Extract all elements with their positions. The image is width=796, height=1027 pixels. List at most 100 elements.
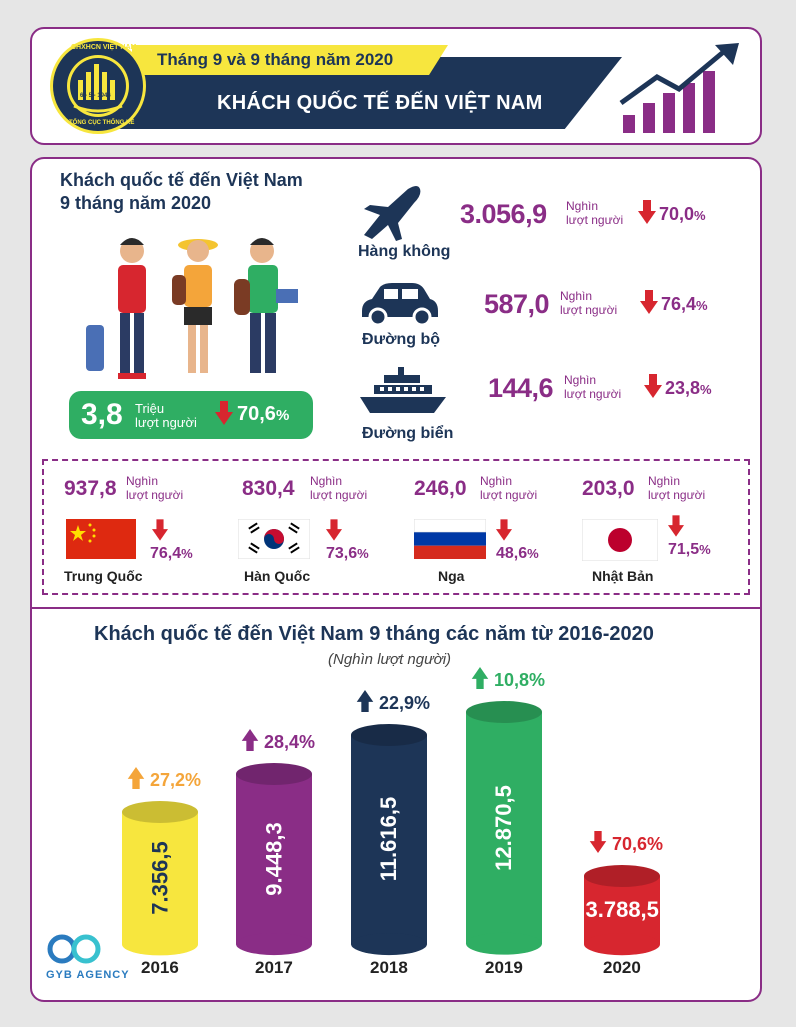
up-arrow-icon bbox=[241, 728, 259, 751]
country-unit2-japan: lượt người bbox=[648, 488, 706, 502]
chart-subtitle: (Nghìn lượt người) bbox=[328, 651, 452, 668]
up-arrow-icon bbox=[471, 667, 489, 690]
down-arrow-icon bbox=[638, 200, 656, 229]
mode-label-sea: Đường biển bbox=[362, 425, 454, 442]
mode-unit1-sea: Nghìn bbox=[564, 373, 597, 387]
summary-heading-line2: 9 tháng năm 2020 bbox=[60, 193, 212, 213]
country-china: 937,8 Nghìn lượt người 76,4% Trung Quốc bbox=[58, 473, 228, 593]
country-unit1-japan: Nghìn bbox=[648, 474, 681, 488]
airplane-icon bbox=[360, 185, 428, 246]
bar-change-label: 70,6% bbox=[589, 830, 663, 855]
country-change-korea: 73,6% bbox=[326, 545, 369, 562]
mode-unit1-air: Nghìn bbox=[566, 199, 599, 213]
mode-row-sea: Đường biển 144,6 Nghìn lượt người 23,8% bbox=[354, 363, 754, 449]
country-change-russia: 48,6% bbox=[496, 545, 539, 562]
section-divider bbox=[32, 607, 760, 609]
down-arrow-icon bbox=[668, 515, 684, 542]
country-value-japan: 203,0 bbox=[582, 477, 635, 500]
logo-date: 6 - 5 - 1946 bbox=[80, 93, 111, 99]
mode-unit2-sea: lượt người bbox=[564, 387, 622, 401]
country-japan: 203,0 Nghìn lượt người 71,5% Nhật Bản bbox=[576, 473, 746, 593]
down-arrow-icon bbox=[496, 519, 512, 546]
bar-value-label: 12.870,5 bbox=[490, 785, 516, 871]
total-change: 70,6% bbox=[237, 403, 290, 425]
bar-value-label: 11.616,5 bbox=[376, 797, 402, 882]
travelers-illustration bbox=[80, 229, 300, 384]
japan-flag-icon bbox=[581, 518, 659, 566]
korea-flag-icon bbox=[237, 518, 311, 564]
country-korea: 830,4 Nghìn lượt người 73,6% Hàn Quốc bbox=[230, 473, 400, 593]
country-change-japan: 71,5% bbox=[668, 541, 711, 558]
mode-row-road: Đường bộ 587,0 Nghìn lượt người 76,4% bbox=[354, 277, 754, 357]
mode-change-air: 70,0% bbox=[659, 204, 706, 224]
bar-2016 bbox=[122, 800, 198, 955]
mode-label-air: Hàng không bbox=[358, 243, 451, 260]
down-arrow-icon bbox=[152, 519, 168, 546]
ship-icon bbox=[358, 365, 448, 422]
bar-value-label: 7.356,5 bbox=[147, 841, 173, 915]
country-russia: 246,0 Nghìn lượt người 48,6% Nga bbox=[408, 473, 578, 593]
gyb-logo-icon bbox=[44, 933, 112, 972]
bar-2017 bbox=[236, 762, 312, 955]
country-value-china: 937,8 bbox=[64, 477, 117, 500]
bar-2018 bbox=[351, 723, 427, 955]
country-value-korea: 830,4 bbox=[242, 477, 295, 500]
bar-change-label: 10,8% bbox=[471, 667, 545, 691]
country-unit1-korea: Nghìn bbox=[310, 474, 343, 488]
gso-logo: CHXHCN VIỆT NAM 6 - 5 - 1946 TỔNG CỤC TH… bbox=[48, 36, 148, 136]
mode-unit2-road: lượt người bbox=[560, 303, 618, 317]
header-card: Tháng 9 và 9 tháng năm 2020 KHÁCH QUỐC T… bbox=[30, 27, 762, 145]
total-unit-line1: Triệu bbox=[135, 401, 165, 416]
up-arrow-icon bbox=[127, 766, 145, 789]
country-name-china: Trung Quốc bbox=[64, 568, 143, 584]
country-unit1-china: Nghìn bbox=[126, 474, 159, 488]
down-arrow-icon bbox=[589, 830, 607, 853]
bar-value-label: 9.448,3 bbox=[261, 822, 287, 896]
bar-change-label: 27,2% bbox=[127, 766, 201, 791]
bar-change-label: 22,9% bbox=[356, 689, 430, 714]
summary-heading-line1: Khách quốc tế đến Việt Nam bbox=[60, 170, 303, 190]
down-arrow-icon bbox=[640, 290, 658, 319]
year-label: 2019 bbox=[485, 958, 523, 977]
chart-title: Khách quốc tế đến Việt Nam 9 tháng các n… bbox=[94, 623, 654, 645]
bar-2020 bbox=[584, 864, 660, 955]
country-unit2-china: lượt người bbox=[126, 488, 184, 502]
car-icon bbox=[358, 281, 442, 332]
bar-chart: 7.356,5 27,2% 2016 9.448,3 28,4% 2017 11.6… bbox=[32, 667, 760, 989]
country-name-russia: Nga bbox=[438, 568, 465, 584]
down-arrow-icon bbox=[644, 374, 662, 403]
logo-bottom-text: TỔNG CỤC THỐNG KÊ bbox=[69, 120, 135, 126]
main-card: Khách quốc tế đến Việt Nam 9 tháng năm 2… bbox=[30, 157, 762, 1002]
countries-box bbox=[42, 459, 750, 595]
up-arrow-icon bbox=[356, 689, 374, 712]
country-value-russia: 246,0 bbox=[414, 477, 467, 500]
header-subtitle: Tháng 9 và 9 tháng năm 2020 bbox=[157, 50, 394, 69]
logo-ring-text: CHXHCN VIỆT NAM bbox=[71, 44, 137, 51]
bar-change-label: 28,4% bbox=[241, 728, 315, 753]
country-change-china: 76,4% bbox=[150, 545, 193, 562]
country-name-korea: Hàn Quốc bbox=[244, 568, 311, 584]
total-unit-line2: lượt người bbox=[135, 415, 197, 430]
mode-label-road: Đường bộ bbox=[362, 331, 441, 348]
total-pill: 3,8 Triệu lượt người 70,6% bbox=[69, 391, 313, 439]
header-title: KHÁCH QUỐC TẾ ĐẾN VIỆT NAM bbox=[217, 92, 543, 114]
year-label: 2020 bbox=[603, 958, 641, 977]
bar-2019 bbox=[466, 701, 542, 955]
watermark-text: GYB AGENCY bbox=[46, 969, 130, 981]
growth-chart-icon bbox=[617, 39, 747, 135]
mode-change-road: 76,4% bbox=[661, 294, 708, 314]
china-flag-icon bbox=[66, 519, 136, 564]
russia-flag-icon bbox=[413, 518, 487, 564]
total-value: 3,8 bbox=[81, 398, 123, 431]
mode-row-air: Hàng không 3.056,9 Nghìn lượt người 70,0… bbox=[354, 185, 754, 265]
mode-unit2-air: lượt người bbox=[566, 213, 624, 227]
mode-value-road: 587,0 bbox=[484, 289, 550, 319]
country-unit2-korea: lượt người bbox=[310, 488, 368, 502]
down-arrow-icon bbox=[326, 519, 342, 546]
down-arrow-icon bbox=[215, 401, 233, 430]
header-ribbon bbox=[132, 45, 448, 75]
mode-value-sea: 144,6 bbox=[488, 373, 554, 403]
year-label: 2017 bbox=[255, 958, 293, 977]
year-label: 2018 bbox=[370, 958, 408, 977]
bar-value-label: 3.788,5 bbox=[585, 896, 659, 922]
